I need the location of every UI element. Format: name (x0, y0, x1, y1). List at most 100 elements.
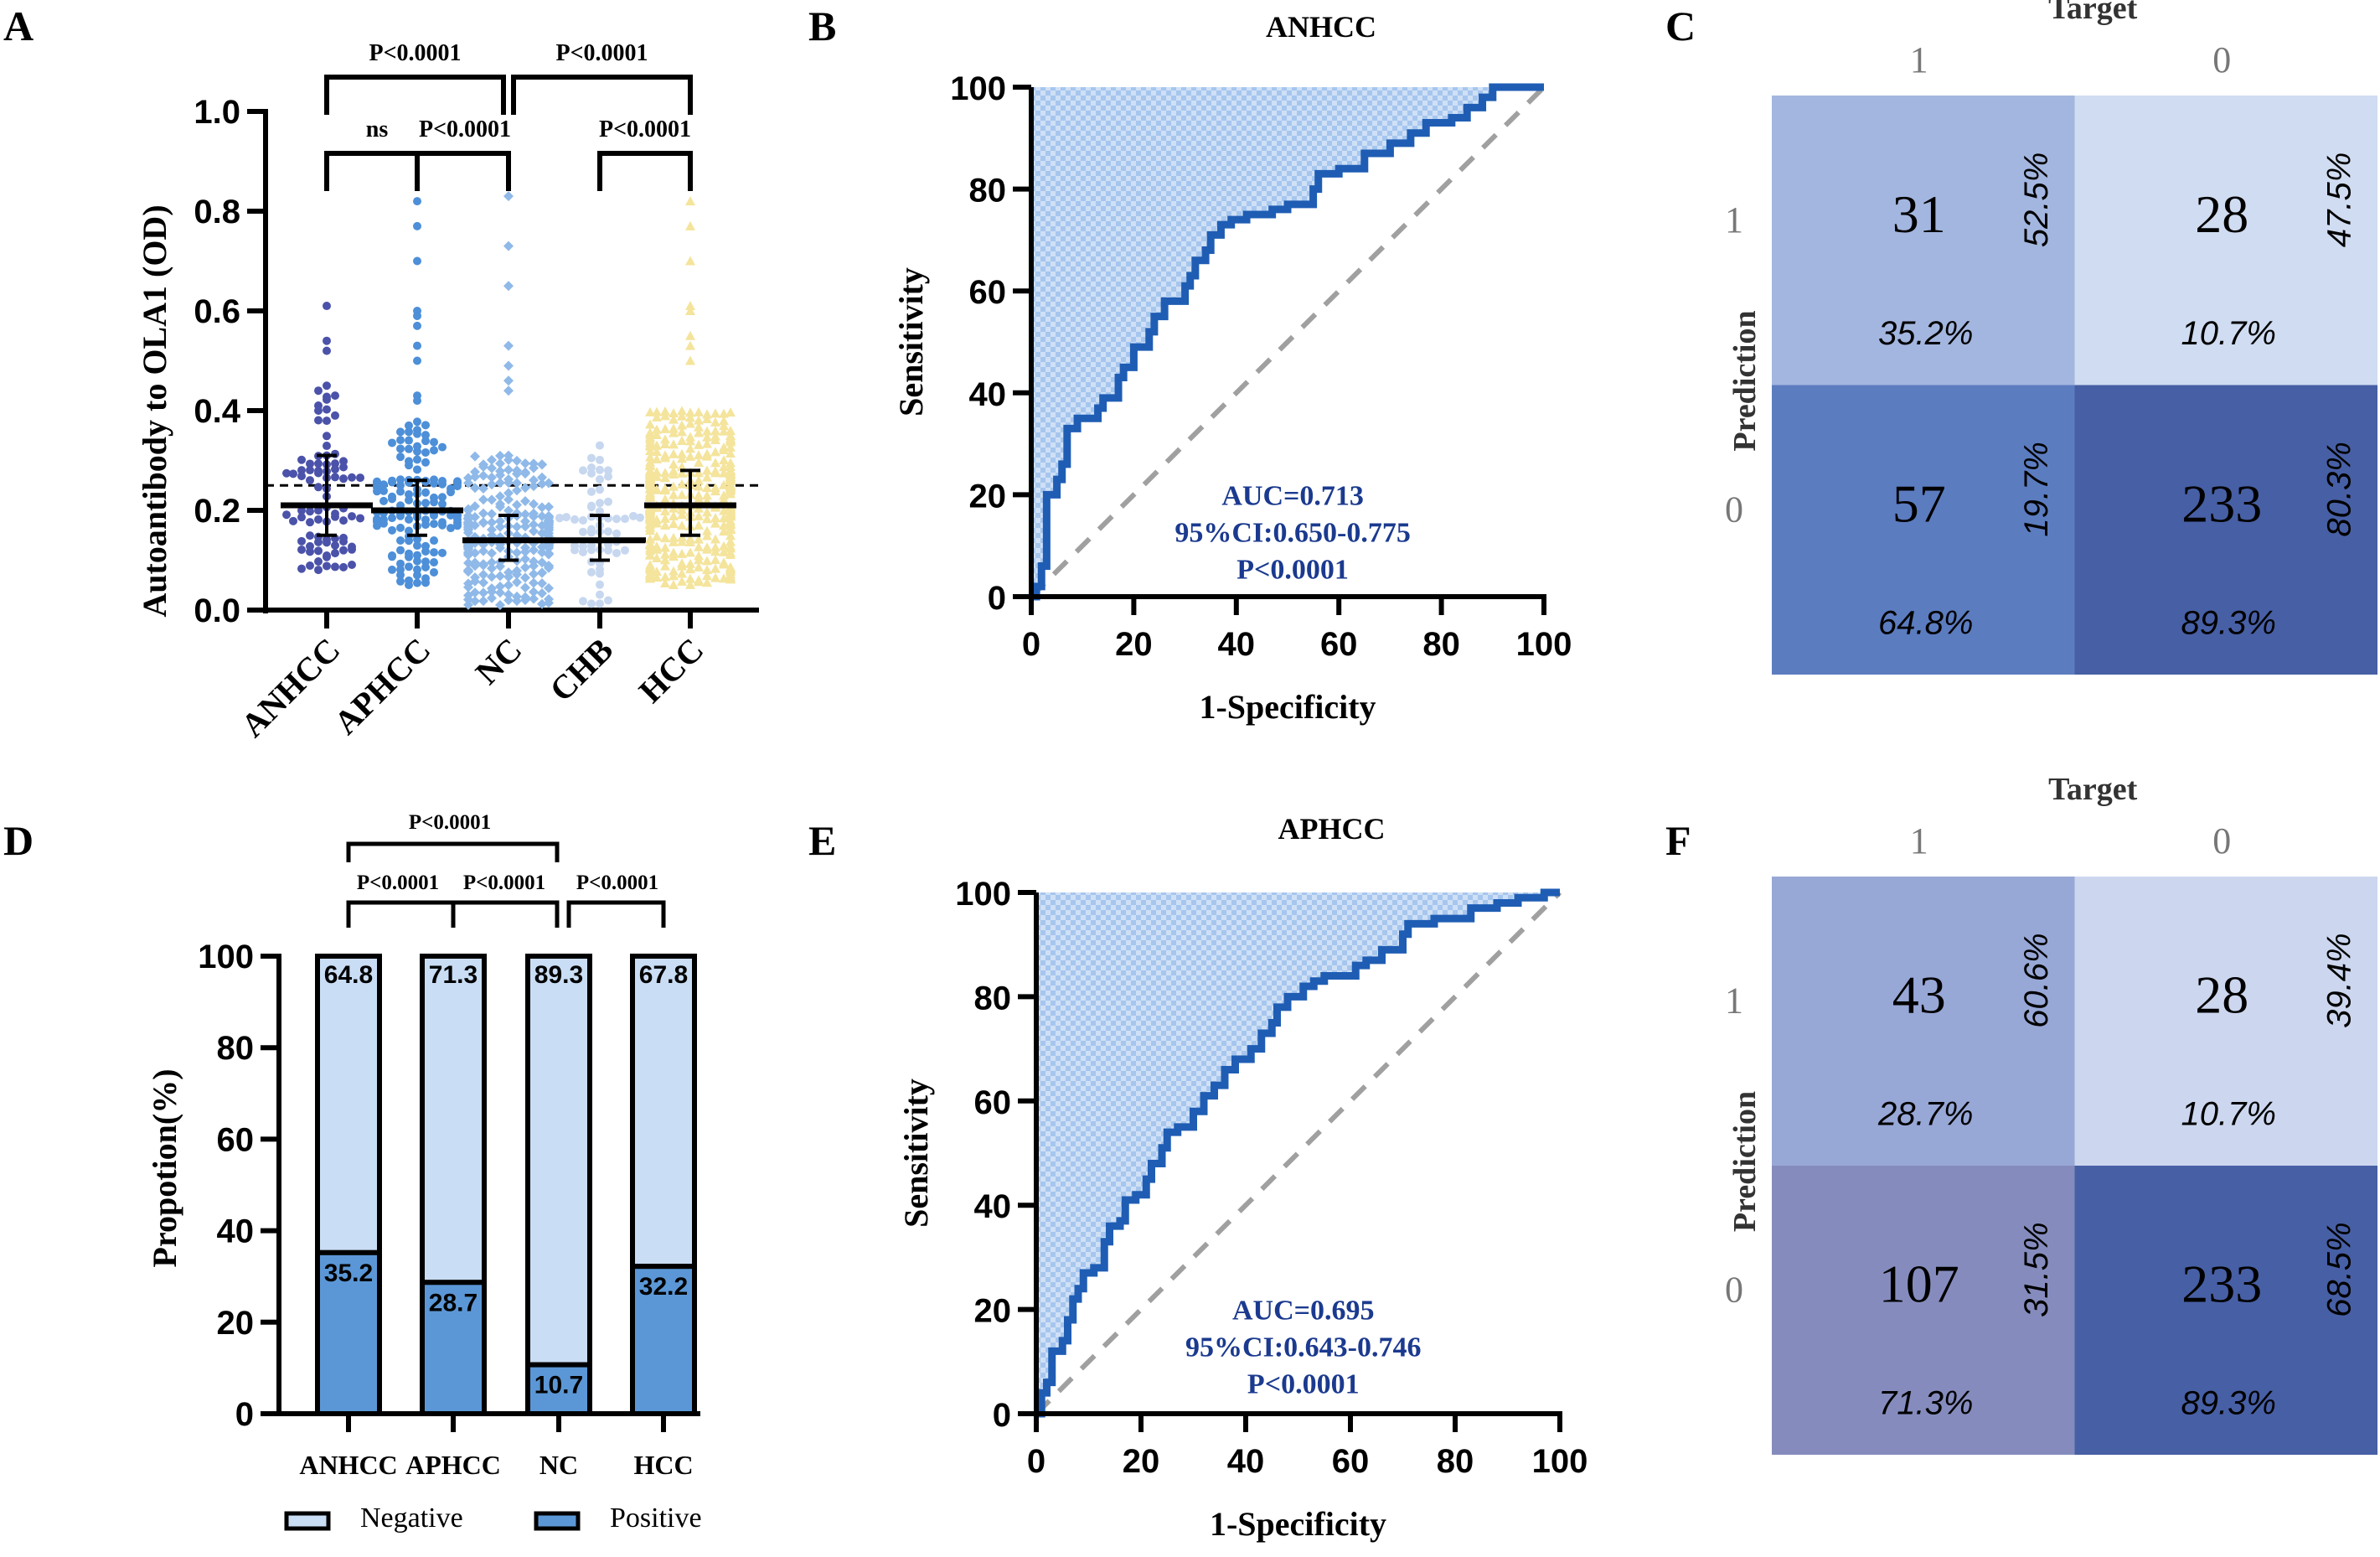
data-point-nc (463, 473, 473, 484)
data-point-hcc (702, 426, 712, 436)
panel-f-confusion-matrix: F Target 1 0 1 0 Prediction 43 28.7% 60.6% 28 10.7… (1665, 772, 2377, 1455)
data-point-hcc (660, 505, 670, 515)
cell-column-percent: 10.7% (2181, 1096, 2276, 1133)
data-point-nc (463, 505, 473, 516)
data-point-nc (520, 572, 530, 583)
data-point-hcc (685, 451, 695, 461)
data-point-hcc (645, 522, 655, 532)
data-point-aphcc (413, 256, 421, 266)
x-tick-label: CHB (542, 631, 620, 709)
data-point-anhcc (323, 302, 331, 311)
data-point-nc (478, 518, 488, 529)
data-point-nc (520, 495, 530, 506)
data-point-nc (529, 519, 539, 530)
y-tick-label: 60 (974, 1084, 1012, 1121)
data-point-hcc (685, 547, 695, 557)
data-point-anhcc (331, 464, 339, 473)
significance-bracket (324, 75, 506, 115)
data-point-nc (487, 494, 497, 505)
data-point-nc (478, 587, 488, 598)
data-point-hcc (685, 579, 695, 589)
data-point-aphcc (405, 581, 413, 590)
data-point-hcc (677, 420, 687, 430)
data-point-nc (478, 569, 488, 580)
data-point-nc (544, 501, 554, 512)
prediction-axis-title: Prediction (1727, 310, 1763, 451)
data-point-hcc (677, 504, 687, 515)
data-point-nc (512, 547, 522, 558)
data-point-aphcc (413, 311, 421, 320)
data-point-anhcc (306, 541, 314, 551)
data-point-hcc (710, 416, 720, 427)
data-point-chb (604, 466, 612, 475)
data-point-aphcc (396, 487, 405, 496)
data-point-nc (503, 567, 514, 578)
significance-bracket (346, 841, 560, 862)
cell-count: 107 (1879, 1254, 1959, 1314)
data-point-nc (495, 499, 505, 510)
data-point-chb (596, 485, 604, 494)
data-point-hcc (677, 427, 687, 437)
auc-annotation: P<0.0001 (1247, 1369, 1360, 1400)
data-point-nc (537, 502, 547, 513)
data-point-nc (463, 590, 473, 601)
significance-label: P<0.0001 (463, 872, 545, 894)
data-point-hcc (677, 576, 687, 586)
data-point-hcc (645, 452, 655, 462)
data-point-hcc (645, 540, 655, 550)
data-point-aphcc (438, 442, 447, 452)
data-point-aphcc (396, 453, 405, 462)
data-point-anhcc (314, 483, 323, 492)
data-point-hcc (645, 479, 655, 489)
y-axis-title: Sensitivity (897, 1079, 935, 1228)
data-point-nc (463, 565, 473, 576)
data-point-hcc (702, 413, 712, 423)
data-point-aphcc (388, 438, 396, 447)
x-axis-title: 1-Specificity (1199, 688, 1376, 726)
data-point-hcc (685, 558, 695, 568)
cell-row-percent: 19.7% (2018, 442, 2055, 536)
cell-count: 43 (1892, 965, 1946, 1025)
data-point-nc (529, 525, 539, 536)
data-point-hcc (669, 566, 679, 576)
data-point-hcc (719, 462, 729, 472)
data-point-anhcc (348, 561, 356, 570)
data-point-hcc (677, 411, 687, 421)
data-point-hcc (702, 564, 712, 574)
data-point-nc (520, 483, 530, 494)
data-point-nc (503, 360, 514, 371)
data-point-nc (487, 572, 497, 582)
data-point-chb (596, 499, 604, 508)
data-point-aphcc (413, 556, 421, 566)
x-tick-label: 60 (1320, 626, 1358, 663)
data-point-anhcc (297, 472, 306, 481)
data-point-nc (478, 470, 488, 481)
data-point-anhcc (339, 533, 348, 542)
data-point-anhcc (306, 476, 314, 485)
data-point-hcc (710, 534, 720, 544)
data-point-aphcc (438, 520, 447, 530)
data-point-chb (621, 546, 629, 555)
x-tick-label: 60 (1332, 1443, 1370, 1480)
data-point-aphcc (413, 417, 421, 427)
data-point-nc (512, 566, 522, 577)
data-point-hcc (719, 421, 729, 431)
data-point-aphcc (421, 520, 430, 530)
data-point-hcc (702, 530, 712, 541)
data-point-hcc (645, 427, 655, 437)
panel-c-confusion-matrix: C Target 1 0 1 0 Prediction 31 35.2% 52.5% 28 10.7… (1665, 0, 2377, 675)
data-point-aphcc (396, 559, 405, 568)
y-tick-label: 100 (955, 876, 1011, 913)
data-point-nc (544, 582, 554, 593)
data-point-nc (487, 557, 497, 568)
data-point-anhcc (314, 557, 323, 566)
data-point-aphcc (396, 536, 405, 546)
data-point-hcc (652, 531, 662, 541)
data-point-chb (587, 463, 596, 472)
data-point-hcc (710, 408, 720, 418)
cell-column-percent: 89.3% (2181, 605, 2276, 642)
data-point-nc (544, 528, 554, 539)
data-point-aphcc (438, 548, 447, 557)
data-point-chb (579, 547, 587, 556)
data-point-nc (512, 577, 522, 587)
